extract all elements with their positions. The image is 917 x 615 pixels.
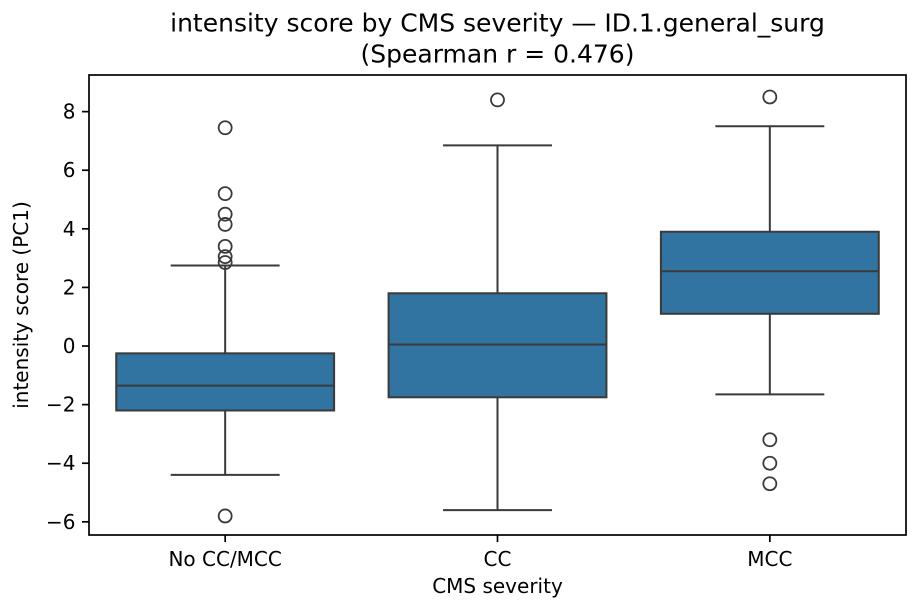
y-tick-label: −2	[46, 393, 75, 417]
box-group-cc	[387, 92, 608, 512]
y-tick-label: 0	[63, 334, 76, 358]
axes-frame	[88, 74, 907, 536]
y-tick-label: 6	[63, 158, 76, 182]
y-tick-label: −4	[46, 451, 75, 475]
outlier-point	[762, 476, 778, 492]
chart-title-line2: (Spearman r = 0.476)	[361, 40, 635, 69]
y-tick-label: 4	[63, 217, 76, 241]
x-tick-label: No CC/MCC	[168, 547, 281, 571]
y-tick-label: 2	[63, 275, 76, 299]
outlier-point	[490, 92, 505, 108]
box	[659, 230, 880, 315]
outlier-point	[217, 206, 233, 222]
x-tick-label: CC	[484, 547, 512, 571]
x-tick-label: MCC	[747, 547, 792, 571]
outlier-point	[762, 432, 778, 448]
outlier-point	[217, 186, 233, 202]
outlier-point	[217, 120, 233, 136]
outlier-point	[217, 255, 233, 270]
box-group-no-cc-mcc	[115, 120, 336, 524]
chart-title-line1: intensity score by CMS severity — ID.1.g…	[170, 9, 825, 38]
outlier-point	[217, 217, 233, 232]
outlier-point	[217, 239, 233, 254]
box	[115, 352, 336, 412]
y-tick-label: −6	[46, 510, 75, 534]
y-tick-label: 8	[63, 100, 76, 124]
outlier-point	[217, 249, 233, 265]
outlier-point	[762, 89, 778, 105]
box-group-mcc	[659, 89, 880, 492]
y-axis-label: intensity score (PC1)	[9, 201, 33, 409]
x-axis-label: CMS severity	[432, 574, 563, 598]
outlier-point	[762, 455, 778, 471]
plot-area: 8 6 4 2 0 −2 −4 −6 No CC/MCC CC MCC	[46, 74, 907, 571]
outlier-point	[217, 508, 233, 524]
